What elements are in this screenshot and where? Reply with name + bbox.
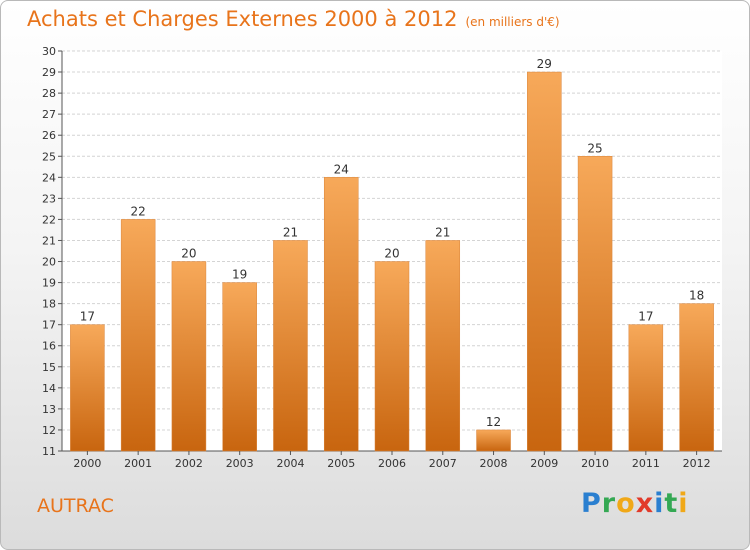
y-tick-label: 20 xyxy=(42,256,56,269)
y-tick-label: 11 xyxy=(42,445,56,458)
data-label: 21 xyxy=(435,225,450,239)
chart-unit: (en milliers d'€) xyxy=(465,15,560,29)
y-tick-label: 12 xyxy=(42,424,56,437)
data-label: 20 xyxy=(181,247,196,261)
data-label: 25 xyxy=(587,141,602,155)
logo-letter: P xyxy=(581,488,602,519)
data-label: 19 xyxy=(232,268,247,282)
bar-2010 xyxy=(577,156,613,452)
data-label: 17 xyxy=(638,310,653,324)
logo-letter: t xyxy=(664,488,679,519)
y-tick-label: 29 xyxy=(42,66,56,79)
bar-2011 xyxy=(628,324,664,452)
y-tick-label: 24 xyxy=(42,171,56,184)
data-label: 17 xyxy=(80,310,95,324)
x-tick-label: 2011 xyxy=(632,457,660,470)
y-tick-label: 30 xyxy=(42,45,56,58)
bar-2001 xyxy=(120,219,156,452)
bar-2005 xyxy=(323,177,359,452)
data-label: 12 xyxy=(486,415,501,429)
bar-2003 xyxy=(222,282,257,452)
data-label: 18 xyxy=(689,289,704,303)
chart-title-text: Achats et Charges Externes 2000 à 2012 xyxy=(27,7,458,31)
y-tick-label: 25 xyxy=(42,150,56,163)
x-tick-label: 2005 xyxy=(327,457,355,470)
y-tick-label: 21 xyxy=(42,234,56,247)
bar-2000 xyxy=(70,324,105,452)
bar-2009 xyxy=(527,71,562,452)
x-tick-label: 2012 xyxy=(683,457,711,470)
bar-2007 xyxy=(425,240,461,452)
x-tick-label: 2007 xyxy=(429,457,457,470)
y-tick-label: 28 xyxy=(42,87,56,100)
y-tick-label: 16 xyxy=(42,340,56,353)
y-tick-label: 27 xyxy=(42,108,56,121)
y-tick-label: 22 xyxy=(42,213,56,226)
y-tick-label: 18 xyxy=(42,298,56,311)
logo-letter: i xyxy=(678,488,689,519)
commune-name: AUTRAC xyxy=(37,495,114,517)
x-tick-label: 2000 xyxy=(73,457,101,470)
data-label: 24 xyxy=(334,162,349,176)
y-tick-label: 15 xyxy=(42,361,56,374)
bar-2004 xyxy=(273,240,308,452)
x-tick-label: 2002 xyxy=(175,457,203,470)
y-tick-label: 19 xyxy=(42,277,56,290)
x-tick-label: 2001 xyxy=(124,457,152,470)
logo-letter: o xyxy=(616,488,636,519)
data-label: 29 xyxy=(537,57,552,71)
y-tick-label: 13 xyxy=(42,403,56,416)
data-label: 21 xyxy=(283,225,298,239)
y-tick-label: 26 xyxy=(42,129,56,142)
logo-letter: r xyxy=(601,488,617,519)
x-tick-label: 2009 xyxy=(530,457,558,470)
proxiti-logo: Proxiti xyxy=(581,488,689,519)
y-tick-label: 17 xyxy=(42,319,56,332)
bar-2008 xyxy=(476,429,511,452)
x-tick-label: 2008 xyxy=(480,457,508,470)
x-tick-label: 2006 xyxy=(378,457,406,470)
x-tick-label: 2003 xyxy=(226,457,254,470)
bar-2012 xyxy=(679,303,714,452)
logo-letter: i xyxy=(654,488,665,519)
logo-letter: x xyxy=(635,488,655,519)
y-tick-label: 23 xyxy=(42,192,56,205)
y-tick-label: 14 xyxy=(42,382,56,395)
chart-title: Achats et Charges Externes 2000 à 2012 (e… xyxy=(27,7,560,31)
bar-2002 xyxy=(171,261,207,452)
bar-2006 xyxy=(374,261,410,452)
data-label: 22 xyxy=(131,204,146,218)
data-label: 20 xyxy=(384,247,399,261)
x-tick-label: 2004 xyxy=(276,457,304,470)
x-tick-label: 2010 xyxy=(581,457,609,470)
